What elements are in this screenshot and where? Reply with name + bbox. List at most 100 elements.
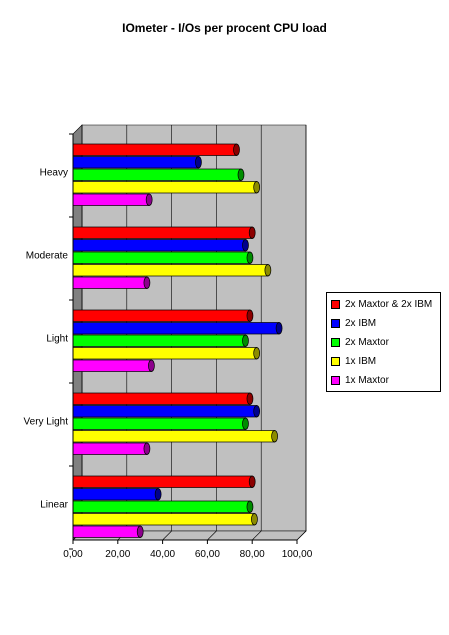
bar-body (72, 264, 269, 277)
gridline-floor (207, 530, 217, 541)
bar-cap (275, 322, 283, 335)
x-tick-label: 60,00 (195, 549, 220, 560)
y-tick-label: Moderate (26, 251, 69, 262)
bar-body (72, 181, 258, 194)
bar-body (72, 168, 242, 181)
bar (72, 430, 278, 443)
bar-body (72, 156, 199, 169)
bar-body (72, 513, 255, 526)
legend-swatch (331, 338, 340, 347)
bar-cap (143, 276, 151, 289)
bar (72, 347, 261, 360)
bar (72, 322, 283, 335)
chart-legend: 2x Maxtor & 2x IBM 2x IBM 2x Maxtor 1x IBM 1… (326, 292, 441, 392)
x-tick-label: 100,00 (282, 549, 313, 560)
bar (72, 500, 254, 513)
y-tick-label: Light (46, 334, 68, 345)
bar-cap (195, 156, 202, 169)
bar (72, 405, 261, 418)
legend-label: 1x Maxtor (345, 375, 389, 386)
gridline-floor (296, 530, 307, 541)
y-tick-label: Heavy (40, 168, 68, 179)
bar (72, 181, 261, 194)
bar-cap (242, 239, 249, 252)
bar-body (72, 417, 246, 430)
bar-cap (271, 430, 278, 443)
bar (72, 525, 144, 538)
bar-cap (253, 181, 261, 194)
bar-cap (253, 405, 261, 418)
bar-cap (264, 264, 272, 277)
gridline-floor (162, 530, 172, 541)
chart-title: IOmeter - I/Os per procent CPU load (122, 21, 327, 35)
legend-label: 2x IBM (345, 318, 377, 329)
legend-label: 2x Maxtor (345, 337, 389, 348)
bar-body (72, 334, 246, 347)
bar-cap (246, 309, 254, 322)
x-tick-label: 0,00 (63, 549, 83, 560)
bar (72, 513, 258, 526)
bar-cap (242, 417, 249, 430)
bar (72, 156, 202, 169)
bar (72, 417, 249, 430)
legend-item: 2x Maxtor (327, 333, 440, 352)
bar-cap (246, 500, 254, 513)
legend-item: 2x IBM (327, 314, 440, 333)
bar-cap (237, 168, 245, 181)
bar (72, 392, 254, 405)
bar-cap (242, 334, 249, 347)
bar-body (72, 143, 237, 156)
bar-cap (246, 251, 254, 264)
legend-item: 2x Maxtor & 2x IBM (327, 295, 440, 314)
x-tick-label: 80,00 (240, 549, 265, 560)
bar (72, 488, 162, 501)
x-tick-label: 40,00 (150, 549, 175, 560)
bar-cap (148, 359, 155, 372)
legend-label: 1x IBM (345, 356, 377, 367)
bar-body (72, 193, 150, 206)
bar-body (72, 430, 275, 443)
legend-label: 2x Maxtor & 2x IBM (345, 299, 433, 310)
bar-body (72, 442, 148, 455)
bar (72, 359, 155, 372)
bar-body (72, 488, 159, 501)
bar-cap (233, 143, 240, 156)
bar-cap (248, 226, 256, 239)
bar (72, 168, 245, 181)
legend-item: 1x IBM (327, 352, 440, 371)
bar-cap (143, 442, 151, 455)
bar-body (72, 500, 251, 513)
gridline-floor (251, 530, 262, 541)
bar-body (72, 276, 148, 289)
bar (72, 264, 272, 277)
legend-swatch (331, 357, 340, 366)
bar (72, 251, 254, 264)
bar-body (72, 322, 280, 335)
legend-swatch (331, 319, 340, 328)
bar (72, 334, 249, 347)
bar-body (72, 525, 141, 538)
bar (72, 309, 254, 322)
bar-cap (246, 392, 254, 405)
y-tick-label: Very Light (24, 417, 69, 428)
bar-cap (248, 475, 256, 488)
bar (72, 276, 151, 289)
bar-cap (253, 347, 261, 360)
bar (72, 143, 240, 156)
bar-body (72, 347, 258, 360)
bar (72, 193, 153, 206)
y-tick-label: Linear (40, 500, 68, 511)
bar-body (72, 475, 253, 488)
legend-swatch (331, 300, 340, 309)
bar-body (72, 226, 253, 239)
bar-cap (251, 513, 258, 526)
bar-body (72, 392, 251, 405)
bar-body (72, 405, 258, 418)
bar (72, 475, 256, 488)
bar-cap (154, 488, 162, 501)
legend-item: 1x Maxtor (327, 371, 440, 390)
bar-body (72, 359, 152, 372)
x-tick-label: 20,00 (105, 549, 130, 560)
bar (72, 442, 151, 455)
